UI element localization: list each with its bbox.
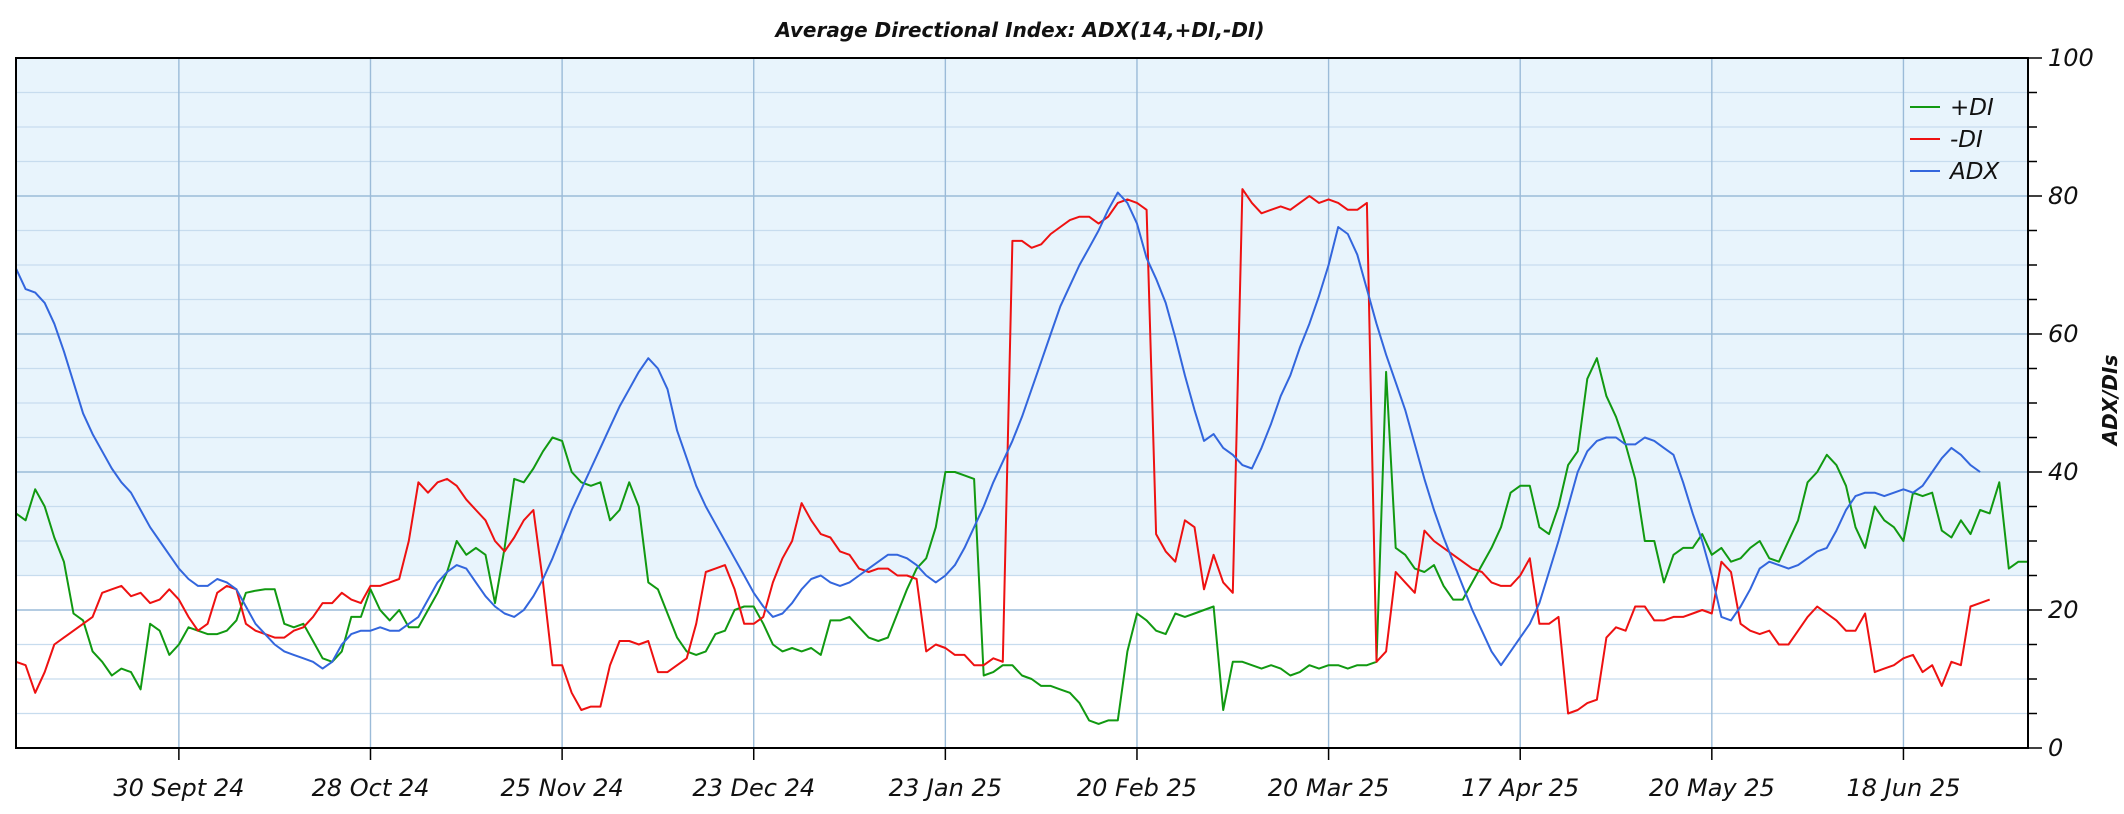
y-tick-label: 0 <box>2048 734 2063 762</box>
x-tick-label: 18 Jun 25 <box>1847 774 1961 802</box>
legend-label-minus_di: -DI <box>1950 127 1983 153</box>
chart-title: Average Directional Index: ADX(14,+DI,-D… <box>773 18 1264 42</box>
x-axis: 30 Sept 24 28 Oct 24 25 Nov 24 23 Dec 24 23 … <box>113 748 1960 802</box>
legend: +DI -DI ADX <box>1910 95 2000 185</box>
legend-label-adx: ADX <box>1948 159 2000 185</box>
shaded-band <box>16 58 2028 576</box>
x-tick-label: 30 Sept 24 <box>113 774 244 802</box>
x-tick-label: 23 Jan 25 <box>889 774 1002 802</box>
y-tick-label: 60 <box>2048 320 2079 348</box>
legend-label-plus_di: +DI <box>1950 95 1994 121</box>
x-tick-label: 28 Oct 24 <box>312 774 430 802</box>
series-plus_di-line <box>15 357 2028 725</box>
series-adx-line <box>15 191 1981 670</box>
y-tick-label: 20 <box>2048 596 2079 624</box>
x-tick-label: 25 Nov 24 <box>501 774 624 802</box>
series-lines <box>15 188 2028 725</box>
y-axis-label: ADX/DIs <box>2098 355 2122 448</box>
x-tick-label: 23 Dec 24 <box>692 774 815 802</box>
y-axis: 0 20 40 60 80 100 <box>2028 44 2094 762</box>
y-tick-label: 40 <box>2048 458 2079 486</box>
x-tick-label: 17 Apr 25 <box>1461 774 1579 802</box>
x-tick-label: 20 Feb 25 <box>1077 774 1197 802</box>
series-minus_di-line <box>15 188 1991 715</box>
y-tick-label: 80 <box>2048 182 2079 210</box>
x-tick-label: 20 Mar 25 <box>1268 774 1390 802</box>
x-tick-label: 20 May 25 <box>1649 774 1775 802</box>
grid-lines <box>16 57 2028 749</box>
y-tick-label: 100 <box>2048 44 2094 72</box>
